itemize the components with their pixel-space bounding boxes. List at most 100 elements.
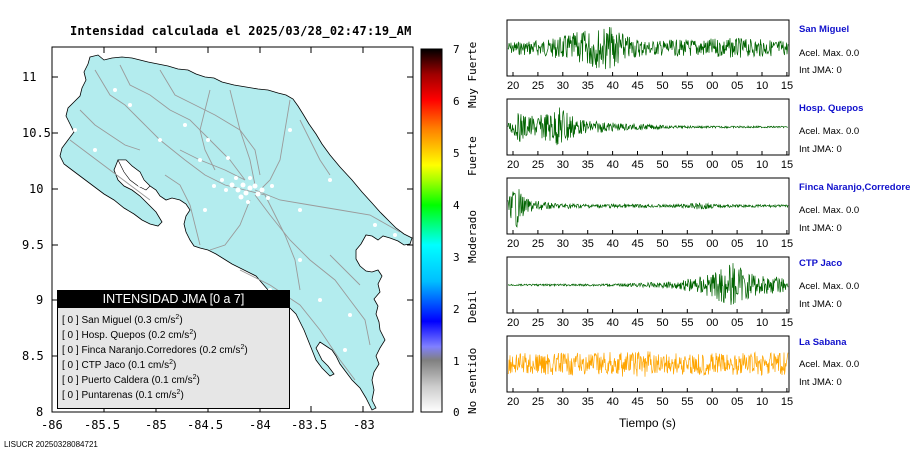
waveform-tick-label: 25 — [531, 238, 545, 250]
waveform-tick-label: 05 — [731, 317, 744, 329]
waveform-tick-label: 30 — [556, 159, 570, 171]
waveform-tick-label: 30 — [556, 396, 570, 408]
waveform-tick-label: 35 — [581, 317, 594, 329]
waveform-trace — [507, 107, 788, 146]
waveform-tick-label: 00 — [706, 159, 719, 171]
waveform-tick-label: 15 — [780, 317, 794, 329]
map-ytick: 8.5 — [22, 349, 44, 363]
road-network — [69, 64, 401, 381]
waveform-tick-label: 10 — [756, 396, 769, 408]
waveform-tick-label: 50 — [656, 238, 669, 250]
waveform-tick-label: 35 — [581, 159, 594, 171]
legend-title: INTENSIDAD JMA [0 a 7] — [58, 291, 289, 308]
waveform-tick-label: 15 — [780, 238, 794, 250]
intensity-legend: INTENSIDAD JMA [0 a 7] [ 0 ] San Miguel … — [57, 290, 290, 409]
station-name: CTP Jaco — [799, 258, 843, 269]
report-id: LISUCR 20250328084721 — [4, 440, 98, 449]
waveform-trace — [507, 189, 789, 228]
waveform-trace — [508, 263, 789, 305]
waveform-tick-label: 45 — [631, 80, 644, 92]
waveform-tick-label: 25 — [531, 317, 545, 329]
map-xtick: -85 — [145, 418, 167, 432]
waveform-tick-label: 00 — [706, 396, 719, 408]
waveform-tick-label: 20 — [507, 80, 520, 92]
waveform-tick-label: 50 — [656, 159, 669, 171]
station-markers — [73, 88, 397, 352]
intensity-colorbar — [420, 48, 443, 413]
colorbar-label-fuerte: Fuerte — [466, 136, 479, 176]
waveform-tick-label: 05 — [731, 80, 744, 92]
waveform-tick-label: 55 — [681, 159, 694, 171]
waveform-tick-label: 25 — [531, 80, 545, 92]
legend-entry: [ 0 ] Puerto Caldera (0.1 cm/s2) — [62, 374, 200, 386]
station-accel: Acel. Max. 0.0 — [799, 48, 860, 59]
waveform-tick-label: 55 — [681, 317, 694, 329]
map-ytick: 8 — [36, 405, 44, 419]
map-ytick: 10 — [29, 182, 44, 196]
waveform-tick-label: 40 — [606, 238, 619, 250]
waveform-tick-label: 15 — [780, 159, 794, 171]
station-name: Finca Naranjo,Corredores — [799, 182, 910, 193]
station-name: La Sabana — [799, 337, 847, 348]
waveform-tick-label: 15 — [780, 80, 794, 92]
waveform-tick-label: 00 — [706, 80, 719, 92]
waveform-tick-label: 15 — [780, 396, 794, 408]
waveform-tick-label: 05 — [731, 396, 744, 408]
waveform-panels — [506, 19, 790, 393]
waveform-tick-label: 45 — [631, 396, 644, 408]
waveform-tick-label: 20 — [507, 317, 520, 329]
waveform-tick-label: 50 — [656, 80, 669, 92]
waveform-tick-label: 30 — [556, 317, 570, 329]
waveform-trace — [507, 351, 789, 377]
waveform-tick-label: 55 — [681, 396, 694, 408]
waveform-tick-label: 45 — [631, 317, 644, 329]
station-name: San Miguel — [799, 24, 850, 35]
waveform-tick-label: 50 — [656, 396, 669, 408]
waveform-panel — [506, 335, 790, 393]
colorbar-label-moderado: Moderado — [466, 210, 479, 263]
waveform-panel — [506, 98, 790, 156]
legend-entry: [ 0 ] CTP Jaco (0.1 cm/s2) — [62, 359, 177, 371]
station-accel: Acel. Max. 0.0 — [799, 359, 860, 370]
time-axis-label: Tiempo (s) — [619, 416, 676, 430]
waveform-tick-label: 20 — [507, 238, 520, 250]
waveform-tick-label: 25 — [531, 396, 545, 408]
waveform-tick-label: 00 — [706, 317, 719, 329]
station-intensity: Int JMA: 0 — [799, 377, 842, 388]
map-ytick: 9.5 — [22, 238, 44, 252]
map-ytick: 10.5 — [22, 126, 51, 140]
colorbar-tick: 2 — [453, 303, 460, 316]
waveform-panel — [506, 19, 790, 77]
legend-entry: [ 0 ] Puntarenas (0.1 cm/s2) — [62, 389, 184, 401]
waveform-tick-label: 40 — [606, 159, 619, 171]
waveform-tick-label: 00 — [706, 238, 719, 250]
colorbar-tick: 0 — [453, 406, 460, 419]
waveform-tick-label: 45 — [631, 238, 644, 250]
colorbar-tick: 4 — [453, 199, 460, 212]
colorbar-tick: 7 — [453, 43, 460, 56]
waveform-tick-label: 50 — [656, 317, 669, 329]
colorbar-tick: 3 — [453, 251, 460, 264]
waveform-tick-label: 35 — [581, 396, 594, 408]
legend-entry: [ 0 ] Hosp. Quepos (0.2 cm/s2) — [62, 329, 197, 341]
map-ytick: 9 — [36, 293, 44, 307]
waveform-tick-label: 40 — [606, 80, 619, 92]
waveform-tick-label: 25 — [531, 159, 545, 171]
waveform-tick-label: 10 — [756, 238, 769, 250]
waveform-tick-label: 40 — [606, 396, 619, 408]
map-xtick: -85.5 — [84, 418, 121, 432]
waveform-trace — [507, 26, 789, 70]
station-intensity: Int JMA: 0 — [799, 65, 842, 76]
station-intensity: Int JMA: 0 — [799, 144, 842, 155]
station-accel: Acel. Max. 0.0 — [799, 281, 860, 292]
station-intensity: Int JMA: 0 — [799, 299, 842, 310]
station-accel: Acel. Max. 0.0 — [799, 126, 860, 137]
colorbar-label-muy-fuerte: Muy Fuerte — [466, 41, 479, 108]
waveform-tick-label: 55 — [681, 80, 694, 92]
waveform-tick-label: 20 — [507, 396, 520, 408]
map-ytick: 11 — [22, 70, 37, 84]
waveform-tick-label: 30 — [556, 80, 570, 92]
costa-rica-land — [59, 54, 413, 411]
map-xtick: -83.5 — [291, 418, 328, 432]
colorbar-tick: 1 — [453, 355, 460, 368]
